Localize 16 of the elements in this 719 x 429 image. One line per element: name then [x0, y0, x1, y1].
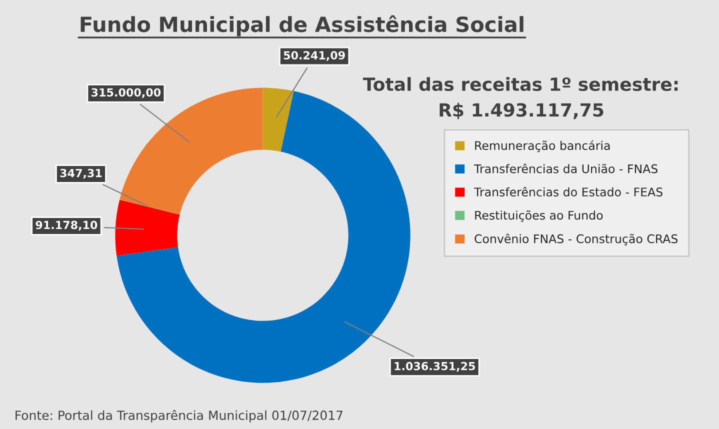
- text: R$ 1.493.117,75: [440, 102, 604, 120]
- data-label: 1.036.351,25: [394, 362, 475, 372]
- data-label: 91.178,10: [36, 220, 98, 231]
- chart-title: Fundo Municipal de Assistência Social: [80, 15, 524, 36]
- legend-label: Remuneração bancária: [475, 140, 610, 152]
- legend-label: Transferências da União - FNAS: [474, 164, 658, 174]
- data-label: 315.000,00: [92, 88, 161, 98]
- donut-slice: [115, 200, 180, 256]
- text: Total das receitas 1º semestre:: [363, 77, 678, 92]
- data-label: 50.241,09: [284, 51, 345, 61]
- data-label: 347,31: [60, 168, 102, 179]
- legend-label: Restituições ao Fundo: [475, 210, 603, 222]
- legend-label: Convênio FNAS - Construção CRAS: [474, 234, 678, 246]
- donut-slice: [262, 88, 294, 152]
- source-note: Fonte: Portal da Transparência Municipal 01/07/2017: [16, 410, 342, 422]
- legend-label: Transferências do Estado - FEAS: [474, 186, 662, 196]
